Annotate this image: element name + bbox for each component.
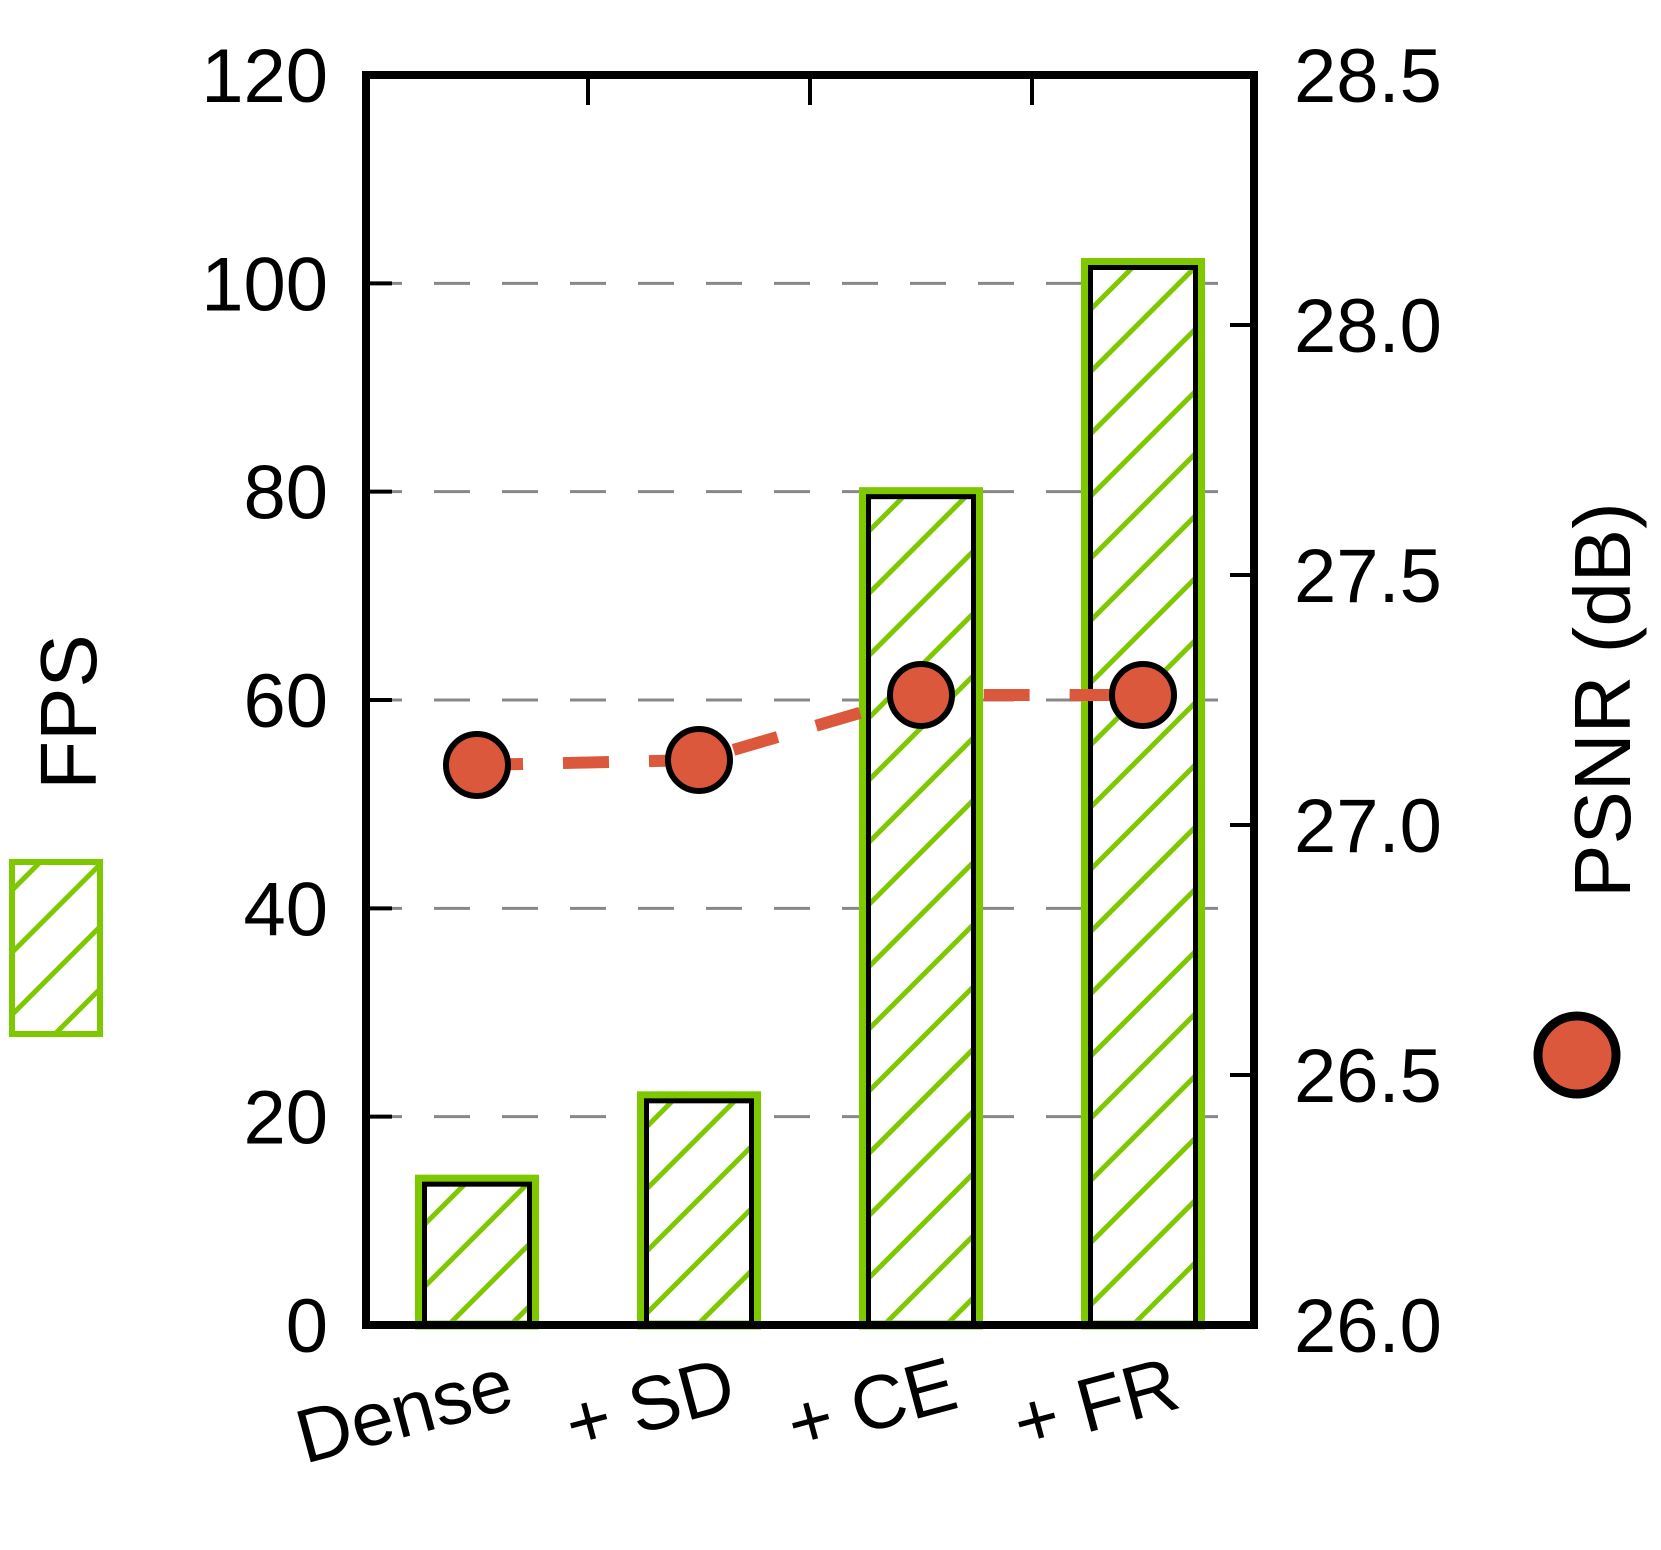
right-tick-label: 28.5: [1294, 34, 1442, 119]
psnr-marker-1: [665, 726, 733, 794]
category-label: + FR: [1004, 1341, 1187, 1466]
psnr-marker-0: [443, 731, 511, 799]
category-labels: Dense + SD + CE + FR: [287, 1341, 1187, 1480]
gridlines: [366, 281, 1254, 1119]
legend-psnr-marker: [1533, 1011, 1621, 1099]
bar-3: [1081, 258, 1205, 1330]
right-tick-label: 27.0: [1294, 784, 1442, 869]
psnr-marker-2: [887, 661, 955, 729]
left-tick-label: 20: [243, 1076, 328, 1161]
right-tick-labels: 26.0 26.5 27.0 27.5 28.0 28.5: [1294, 34, 1442, 1369]
right-tick-label: 26.5: [1294, 1034, 1442, 1119]
left-tick-label: 100: [201, 242, 328, 327]
bars: [415, 258, 1205, 1330]
left-tick-label: 120: [201, 34, 328, 119]
left-tick-label: 0: [286, 1284, 328, 1369]
bar-2: [859, 487, 983, 1330]
y-right-title: PSNR (dB): [1558, 502, 1647, 898]
legend-fps-swatch: [9, 859, 103, 1037]
psnr-line-path: [476, 689, 1143, 771]
bar-1: [637, 1091, 761, 1330]
category-label: + CE: [778, 1341, 965, 1467]
bar-0: [415, 1174, 539, 1330]
left-tick-labels: 0 20 40 60 80 100 120: [201, 34, 328, 1369]
left-tick-label: 60: [243, 659, 328, 744]
left-tick-label: 80: [243, 451, 328, 536]
y-left-title: FPS: [24, 634, 113, 790]
right-tick-label: 27.5: [1294, 534, 1442, 619]
right-tick-label: 28.0: [1294, 284, 1442, 369]
left-tick-label: 40: [243, 867, 328, 952]
psnr-line: [443, 661, 1177, 799]
category-label: + SD: [556, 1341, 743, 1467]
axis-ticks: [366, 73, 1254, 1327]
psnr-marker-3: [1109, 661, 1177, 729]
right-tick-label: 26.0: [1294, 1284, 1442, 1369]
